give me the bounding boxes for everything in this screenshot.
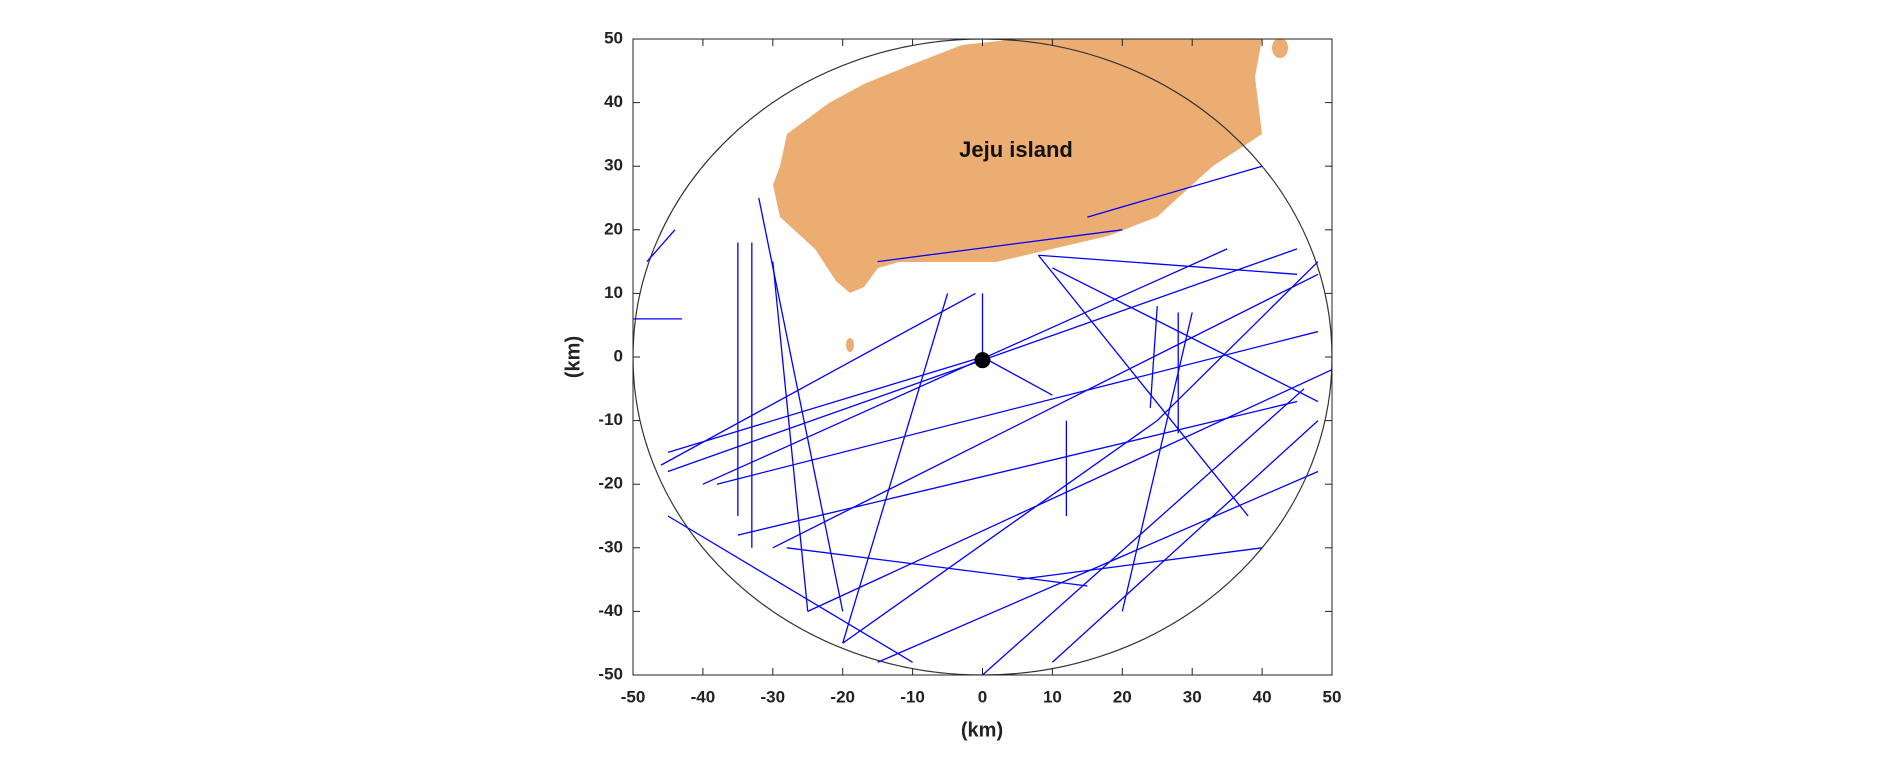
x-tick-label: 0 (978, 687, 987, 706)
track (667, 356, 983, 454)
x-tick-label: -50 (621, 687, 646, 706)
x-tick-label: -30 (761, 687, 786, 706)
x-tick-label: 20 (1113, 687, 1132, 706)
track (737, 400, 1298, 536)
y-tick-label: -40 (598, 601, 623, 620)
track (1052, 267, 1319, 403)
x-tick-label: -20 (830, 687, 855, 706)
islet (1272, 39, 1288, 58)
track (786, 547, 1088, 587)
track (1037, 254, 1249, 517)
track (877, 229, 1123, 263)
y-tick-label: 20 (604, 219, 623, 238)
x-axis-label: (km) (961, 719, 1003, 741)
track (1087, 165, 1263, 218)
track (667, 515, 913, 663)
tracks (633, 39, 1332, 675)
track (660, 292, 976, 466)
x-tick-label: -40 (691, 687, 716, 706)
track (646, 229, 676, 263)
annotation: Jeju island (959, 137, 1073, 162)
x-tick-label: 50 (1323, 687, 1342, 706)
track (877, 470, 1319, 663)
track (1051, 420, 1319, 663)
x-tick-label: 40 (1253, 687, 1272, 706)
track (842, 420, 1158, 644)
y-tick-label: 10 (604, 283, 623, 302)
y-axis-label: (km) (562, 336, 584, 378)
track (772, 273, 1319, 549)
track (1149, 306, 1158, 408)
track (982, 388, 1305, 675)
x-tick-label: 30 (1183, 687, 1202, 706)
island (773, 39, 1262, 293)
y-tick-label: -10 (598, 410, 623, 429)
y-tick-label: -30 (598, 537, 623, 556)
island-layer (773, 39, 1288, 352)
y-tick-label: 30 (604, 156, 623, 175)
radar-site (974, 352, 991, 369)
track (716, 330, 1319, 485)
track (772, 261, 809, 612)
x-tick-label: 10 (1043, 687, 1062, 706)
track (807, 369, 1332, 612)
track (842, 293, 949, 644)
x-tick-label: -10 (900, 687, 925, 706)
y-tick-label: 50 (604, 28, 623, 47)
track (1038, 254, 1298, 275)
y-tick-label: 0 (614, 346, 623, 365)
track (1121, 312, 1193, 612)
y-tick-label: 40 (604, 92, 623, 111)
track (702, 248, 1228, 485)
y-tick-label: -50 (598, 664, 623, 683)
track (1017, 547, 1263, 581)
track (1156, 261, 1319, 422)
y-tick-label: -20 (598, 474, 623, 493)
islet (846, 338, 854, 352)
